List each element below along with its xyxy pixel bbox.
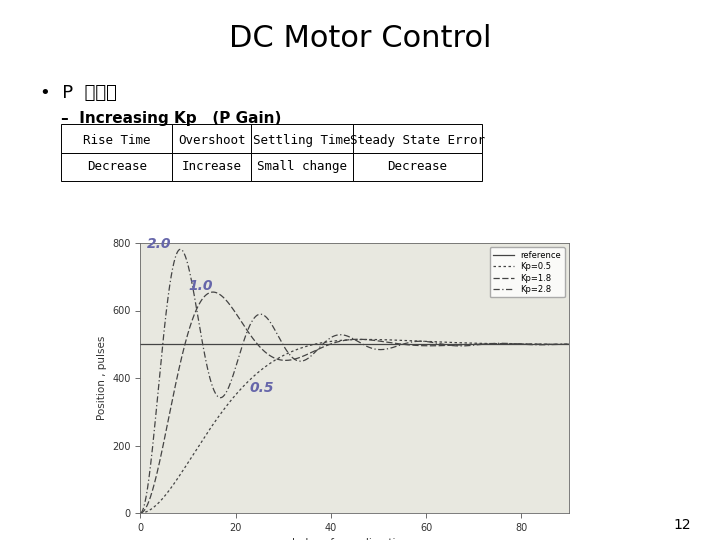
- Text: Increase: Increase: [181, 160, 242, 173]
- Bar: [172, 152, 251, 181]
- Bar: [251, 124, 353, 152]
- Text: DC Motor Control: DC Motor Control: [229, 24, 491, 53]
- Text: •  P  제어기: • P 제어기: [40, 84, 117, 102]
- Bar: [353, 124, 482, 152]
- Text: 0.5: 0.5: [250, 381, 274, 395]
- Text: 1.0: 1.0: [189, 279, 213, 293]
- Text: Steady State Error: Steady State Error: [350, 133, 485, 146]
- Bar: [251, 152, 353, 181]
- Bar: [172, 124, 251, 152]
- Bar: [61, 152, 172, 181]
- Text: Rise Time: Rise Time: [83, 133, 150, 146]
- Bar: [353, 152, 482, 181]
- Legend: reference, Kp=0.5, Kp=1.8, Kp=2.8: reference, Kp=0.5, Kp=1.8, Kp=2.8: [490, 247, 564, 298]
- Y-axis label: Position , pulses: Position , pulses: [96, 336, 107, 420]
- Text: Small change: Small change: [257, 160, 347, 173]
- Text: 12: 12: [674, 518, 691, 532]
- Text: Decrease: Decrease: [387, 160, 448, 173]
- X-axis label: Index of sampling times: Index of sampling times: [292, 538, 418, 540]
- Text: –  Increasing Kp   (P Gain): – Increasing Kp (P Gain): [61, 111, 282, 126]
- Text: 2.0: 2.0: [147, 237, 171, 251]
- Text: Overshoot: Overshoot: [178, 133, 246, 146]
- Text: Settling Time: Settling Time: [253, 133, 351, 146]
- Bar: [61, 124, 172, 152]
- Text: Decrease: Decrease: [86, 160, 147, 173]
